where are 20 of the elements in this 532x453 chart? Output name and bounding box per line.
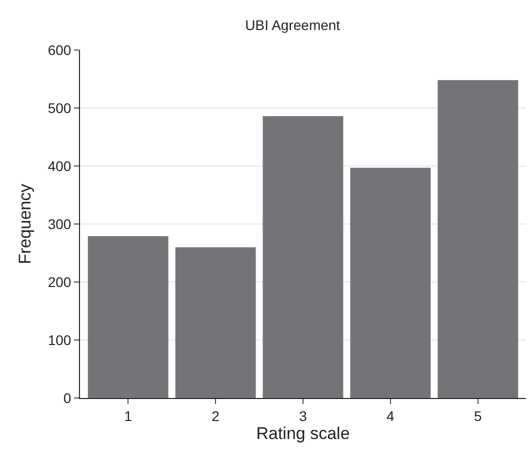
bar [88, 236, 168, 398]
y-tick-label: 0 [63, 390, 72, 406]
bar [438, 80, 518, 398]
y-tick-label: 600 [48, 42, 72, 58]
bar [350, 168, 431, 398]
bar [175, 247, 256, 398]
chart-title: UBI Agreement [245, 17, 340, 34]
bar [262, 116, 344, 398]
y-tick-label: 100 [48, 332, 72, 348]
x-axis-title: Rating scale [256, 424, 350, 444]
x-tick-label: 1 [124, 408, 132, 424]
x-tick-label: 3 [299, 408, 308, 424]
x-tick-label: 4 [386, 408, 395, 424]
x-tick-label: 5 [474, 408, 482, 424]
x-tick-label: 2 [212, 408, 220, 424]
y-tick-label: 400 [48, 158, 72, 174]
y-tick-label: 300 [48, 216, 72, 232]
y-tick-label: 200 [48, 274, 72, 290]
y-tick-label: 500 [48, 100, 72, 116]
y-axis-title: Frequency [15, 183, 34, 264]
